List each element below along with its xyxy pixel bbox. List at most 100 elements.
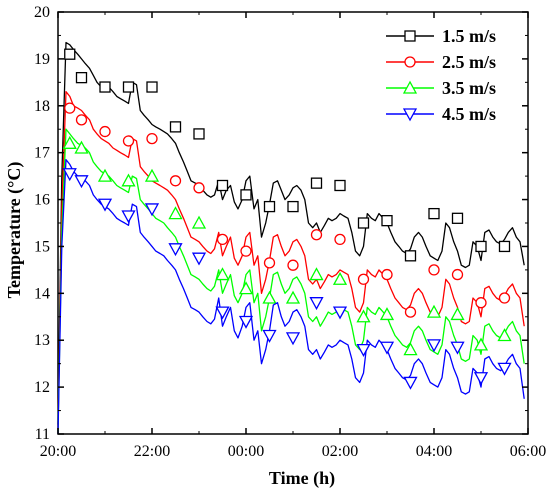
y-tick-label: 11: [35, 426, 50, 443]
data-point: [99, 81, 111, 93]
data-point: [404, 306, 417, 318]
legend-label: 1.5 m/s: [442, 26, 496, 46]
y-tick-label: 13: [34, 332, 50, 349]
series-1-5-m-s: [57, 41, 525, 425]
x-tick-label: 02:00: [322, 443, 358, 460]
data-point: [403, 342, 418, 356]
data-point: [285, 332, 301, 346]
data-point: [428, 207, 440, 220]
data-point: [216, 233, 229, 246]
data-point: [357, 217, 370, 229]
data-point: [309, 267, 324, 281]
data-point: [216, 179, 229, 192]
data-point: [168, 243, 183, 257]
legend-marker: [404, 30, 416, 42]
data-point: [332, 306, 348, 320]
series-4-5-m-s: [57, 159, 525, 435]
data-point: [238, 281, 254, 295]
data-point: [357, 273, 370, 285]
y-tick-label: 18: [34, 98, 50, 115]
legend-item: 3.5 m/s: [386, 78, 496, 98]
data-point: [309, 297, 324, 311]
data-point: [451, 212, 464, 224]
data-point: [428, 264, 440, 276]
data-point: [334, 233, 346, 246]
data-point: [356, 343, 371, 357]
data-point: [215, 267, 230, 281]
data-point: [74, 175, 89, 189]
legend-item: 4.5 m/s: [386, 104, 496, 124]
data-point: [238, 315, 254, 329]
data-point: [497, 328, 512, 342]
data-point: [169, 175, 182, 187]
legend-marker: [404, 56, 416, 68]
data-point: [356, 309, 371, 323]
data-point: [497, 362, 512, 376]
data-point: [121, 210, 136, 224]
x-tick-label: 00:00: [228, 443, 264, 460]
data-point: [381, 215, 393, 227]
data-point: [473, 372, 489, 386]
y-tick-label: 15: [34, 238, 50, 255]
data-point: [498, 240, 511, 253]
data-point: [146, 132, 158, 145]
data-point: [262, 290, 277, 304]
data-point: [168, 206, 183, 220]
data-point: [404, 250, 417, 262]
axes-layer: 11 12 13 14 15 16 17 18 19 20 20:00 22:00 00:00 02:00…: [34, 4, 546, 460]
y-tick-label: 14: [34, 285, 50, 302]
y-tick-label: 16: [34, 192, 50, 209]
data-point: [475, 297, 487, 309]
data-point: [64, 102, 76, 114]
x-tick-label: 06:00: [510, 443, 546, 460]
data-point: [193, 182, 205, 194]
data-point: [75, 114, 88, 126]
data-point: [193, 128, 205, 140]
data-point: [426, 304, 442, 318]
data-point: [263, 257, 276, 269]
data-point: [99, 125, 111, 138]
x-axis-title: Time (h): [269, 468, 335, 489]
data-point: [379, 307, 395, 321]
data-point: [122, 135, 135, 147]
data-point: [121, 173, 136, 187]
data-point: [473, 337, 489, 351]
series-line: [57, 91, 525, 430]
legend-label: 3.5 m/s: [442, 78, 496, 98]
y-axis-title: Temperature (°C): [4, 162, 25, 299]
data-point: [191, 215, 207, 229]
data-point: [122, 81, 135, 93]
legend-label: 2.5 m/s: [442, 52, 496, 72]
data-point: [74, 140, 89, 154]
data-point: [498, 292, 511, 304]
data-point: [144, 168, 160, 182]
series-line: [57, 41, 525, 425]
data-point: [62, 135, 77, 149]
data-point: [426, 339, 442, 353]
data-point: [334, 179, 346, 192]
y-tick-label: 12: [34, 379, 50, 396]
data-point: [332, 271, 348, 285]
data-point: [379, 341, 395, 355]
legend-item: 2.5 m/s: [386, 52, 496, 72]
data-point: [240, 245, 252, 257]
x-tick-label: 22:00: [134, 443, 170, 460]
data-point: [310, 229, 323, 241]
legend-label: 4.5 m/s: [442, 104, 496, 124]
data-point: [215, 306, 230, 320]
data-point: [450, 341, 465, 355]
data-point: [64, 48, 76, 60]
data-point: [262, 329, 277, 343]
series-layer: [57, 41, 525, 435]
y-tick-label: 19: [34, 51, 50, 68]
legend-item: 1.5 m/s: [386, 26, 496, 46]
data-point: [451, 268, 464, 281]
data-point: [169, 121, 182, 133]
x-tick-label: 04:00: [416, 443, 452, 460]
data-point: [75, 71, 88, 84]
data-point: [403, 376, 418, 390]
data-point: [381, 268, 393, 281]
data-point: [240, 189, 252, 201]
y-tick-label: 17: [34, 145, 50, 162]
series-3-5-m-s: [57, 128, 525, 432]
